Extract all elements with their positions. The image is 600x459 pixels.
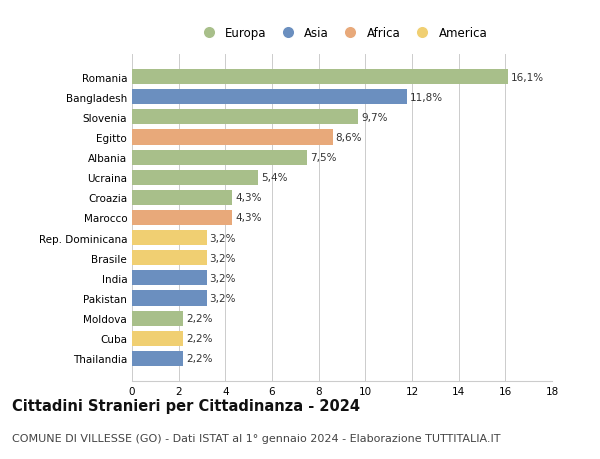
Bar: [132, 150, 307, 165]
Text: 3,2%: 3,2%: [209, 253, 236, 263]
Bar: [132, 291, 206, 306]
Text: 2,2%: 2,2%: [186, 313, 212, 324]
Bar: [132, 130, 332, 145]
Bar: [132, 311, 184, 326]
Text: 2,2%: 2,2%: [186, 334, 212, 343]
Text: 16,1%: 16,1%: [511, 73, 544, 83]
Text: 3,2%: 3,2%: [209, 273, 236, 283]
Text: 8,6%: 8,6%: [335, 133, 362, 143]
Text: 3,2%: 3,2%: [209, 233, 236, 243]
Bar: [132, 331, 184, 346]
Bar: [132, 211, 232, 225]
Text: 4,3%: 4,3%: [235, 193, 262, 203]
Bar: [132, 251, 206, 266]
Bar: [132, 230, 206, 246]
Text: Cittadini Stranieri per Cittadinanza - 2024: Cittadini Stranieri per Cittadinanza - 2…: [12, 398, 360, 413]
Bar: [132, 170, 258, 185]
Text: 11,8%: 11,8%: [410, 93, 443, 102]
Text: 5,4%: 5,4%: [261, 173, 287, 183]
Bar: [132, 110, 358, 125]
Bar: [132, 90, 407, 105]
Text: 7,5%: 7,5%: [310, 153, 336, 163]
Text: 9,7%: 9,7%: [361, 112, 388, 123]
Legend: Europa, Asia, Africa, America: Europa, Asia, Africa, America: [192, 22, 492, 44]
Bar: [132, 351, 184, 366]
Bar: [132, 271, 206, 286]
Text: 3,2%: 3,2%: [209, 293, 236, 303]
Text: 2,2%: 2,2%: [186, 353, 212, 364]
Bar: [132, 70, 508, 85]
Text: COMUNE DI VILLESSE (GO) - Dati ISTAT al 1° gennaio 2024 - Elaborazione TUTTITALI: COMUNE DI VILLESSE (GO) - Dati ISTAT al …: [12, 433, 500, 443]
Bar: [132, 190, 232, 206]
Text: 4,3%: 4,3%: [235, 213, 262, 223]
